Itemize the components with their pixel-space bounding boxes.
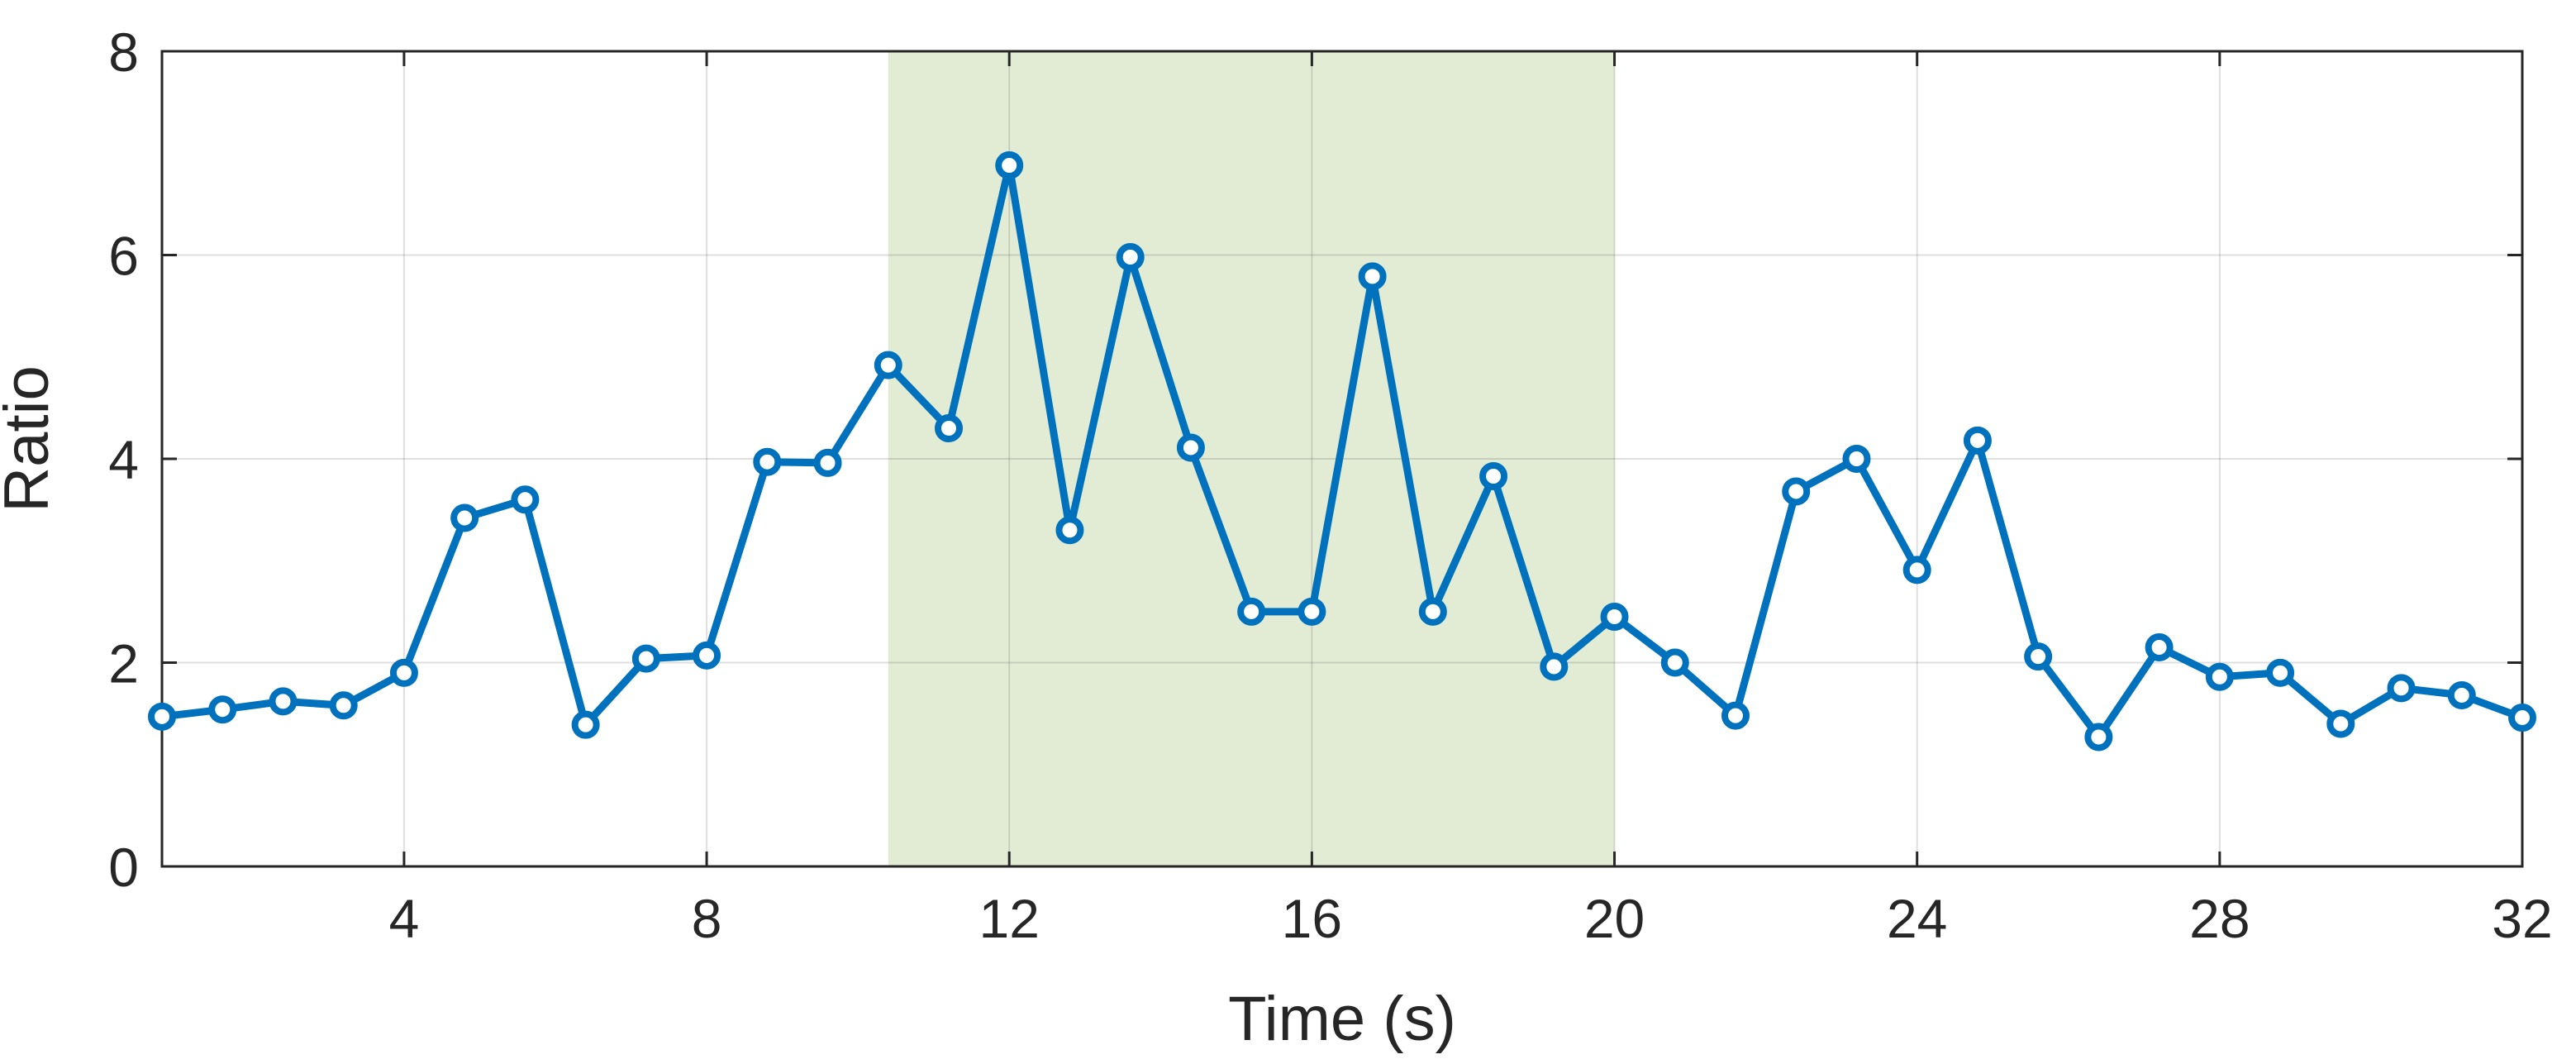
data-point	[2084, 723, 2113, 751]
data-point	[2024, 642, 2053, 671]
data-point	[1358, 262, 1387, 291]
data-point	[329, 691, 358, 720]
data-point	[995, 151, 1024, 180]
data-point	[1721, 701, 1750, 730]
data-point	[269, 687, 298, 716]
data-point	[2266, 658, 2295, 687]
data-point	[1176, 433, 1205, 462]
x-tick-labels: 4 8 12 16 20 24 28 32	[389, 888, 2553, 949]
data-point	[1963, 426, 1992, 455]
data-point	[874, 351, 902, 379]
data-point	[511, 485, 540, 514]
y-tick-label: 8	[108, 21, 139, 83]
data-point	[2326, 709, 2355, 738]
x-tick-label: 28	[2189, 888, 2250, 949]
data-point	[1116, 242, 1145, 271]
data-point	[2145, 633, 2174, 662]
data-point	[450, 503, 479, 532]
data-point	[2387, 674, 2416, 703]
data-point	[148, 702, 176, 731]
x-tick-label: 12	[979, 888, 1040, 949]
x-tick-label: 20	[1584, 888, 1645, 949]
data-point	[935, 414, 963, 443]
data-point	[2447, 680, 2476, 709]
data-point	[1600, 603, 1629, 632]
x-axis-label: Time (s)	[1228, 984, 1456, 1054]
plot-area	[148, 50, 2536, 868]
x-tick-label: 24	[1887, 888, 1947, 949]
data-point	[2508, 704, 2536, 732]
data-point	[1902, 556, 1931, 584]
data-point	[1055, 516, 1084, 545]
data-point	[693, 641, 721, 670]
x-tick-label: 32	[2492, 888, 2552, 949]
x-tick-label: 4	[389, 888, 420, 949]
data-point	[1479, 461, 1508, 490]
data-point	[2205, 662, 2234, 691]
data-point	[753, 447, 782, 476]
series-line	[158, 161, 2526, 741]
axis-ticks	[162, 50, 2524, 868]
data-point	[1540, 652, 1569, 681]
data-point	[389, 658, 418, 687]
data-point	[1842, 445, 1871, 473]
data-point	[208, 695, 237, 724]
series-group	[148, 151, 2536, 751]
y-tick-labels: 0 2 4 6 8	[108, 21, 139, 898]
y-tick-label: 0	[108, 837, 139, 898]
data-point	[1298, 597, 1326, 626]
y-tick-label: 2	[108, 633, 139, 694]
data-point	[1660, 648, 1689, 677]
y-tick-label: 4	[108, 429, 139, 490]
y-axis-label: Ratio	[0, 365, 62, 512]
data-point	[631, 644, 660, 673]
data-point	[813, 448, 842, 477]
x-tick-label: 8	[692, 888, 722, 949]
data-point	[1418, 597, 1447, 626]
data-point	[1237, 597, 1266, 626]
data-point	[1782, 477, 1811, 506]
y-tick-label: 6	[108, 226, 139, 287]
data-point	[571, 710, 600, 739]
x-tick-label: 16	[1282, 888, 1342, 949]
